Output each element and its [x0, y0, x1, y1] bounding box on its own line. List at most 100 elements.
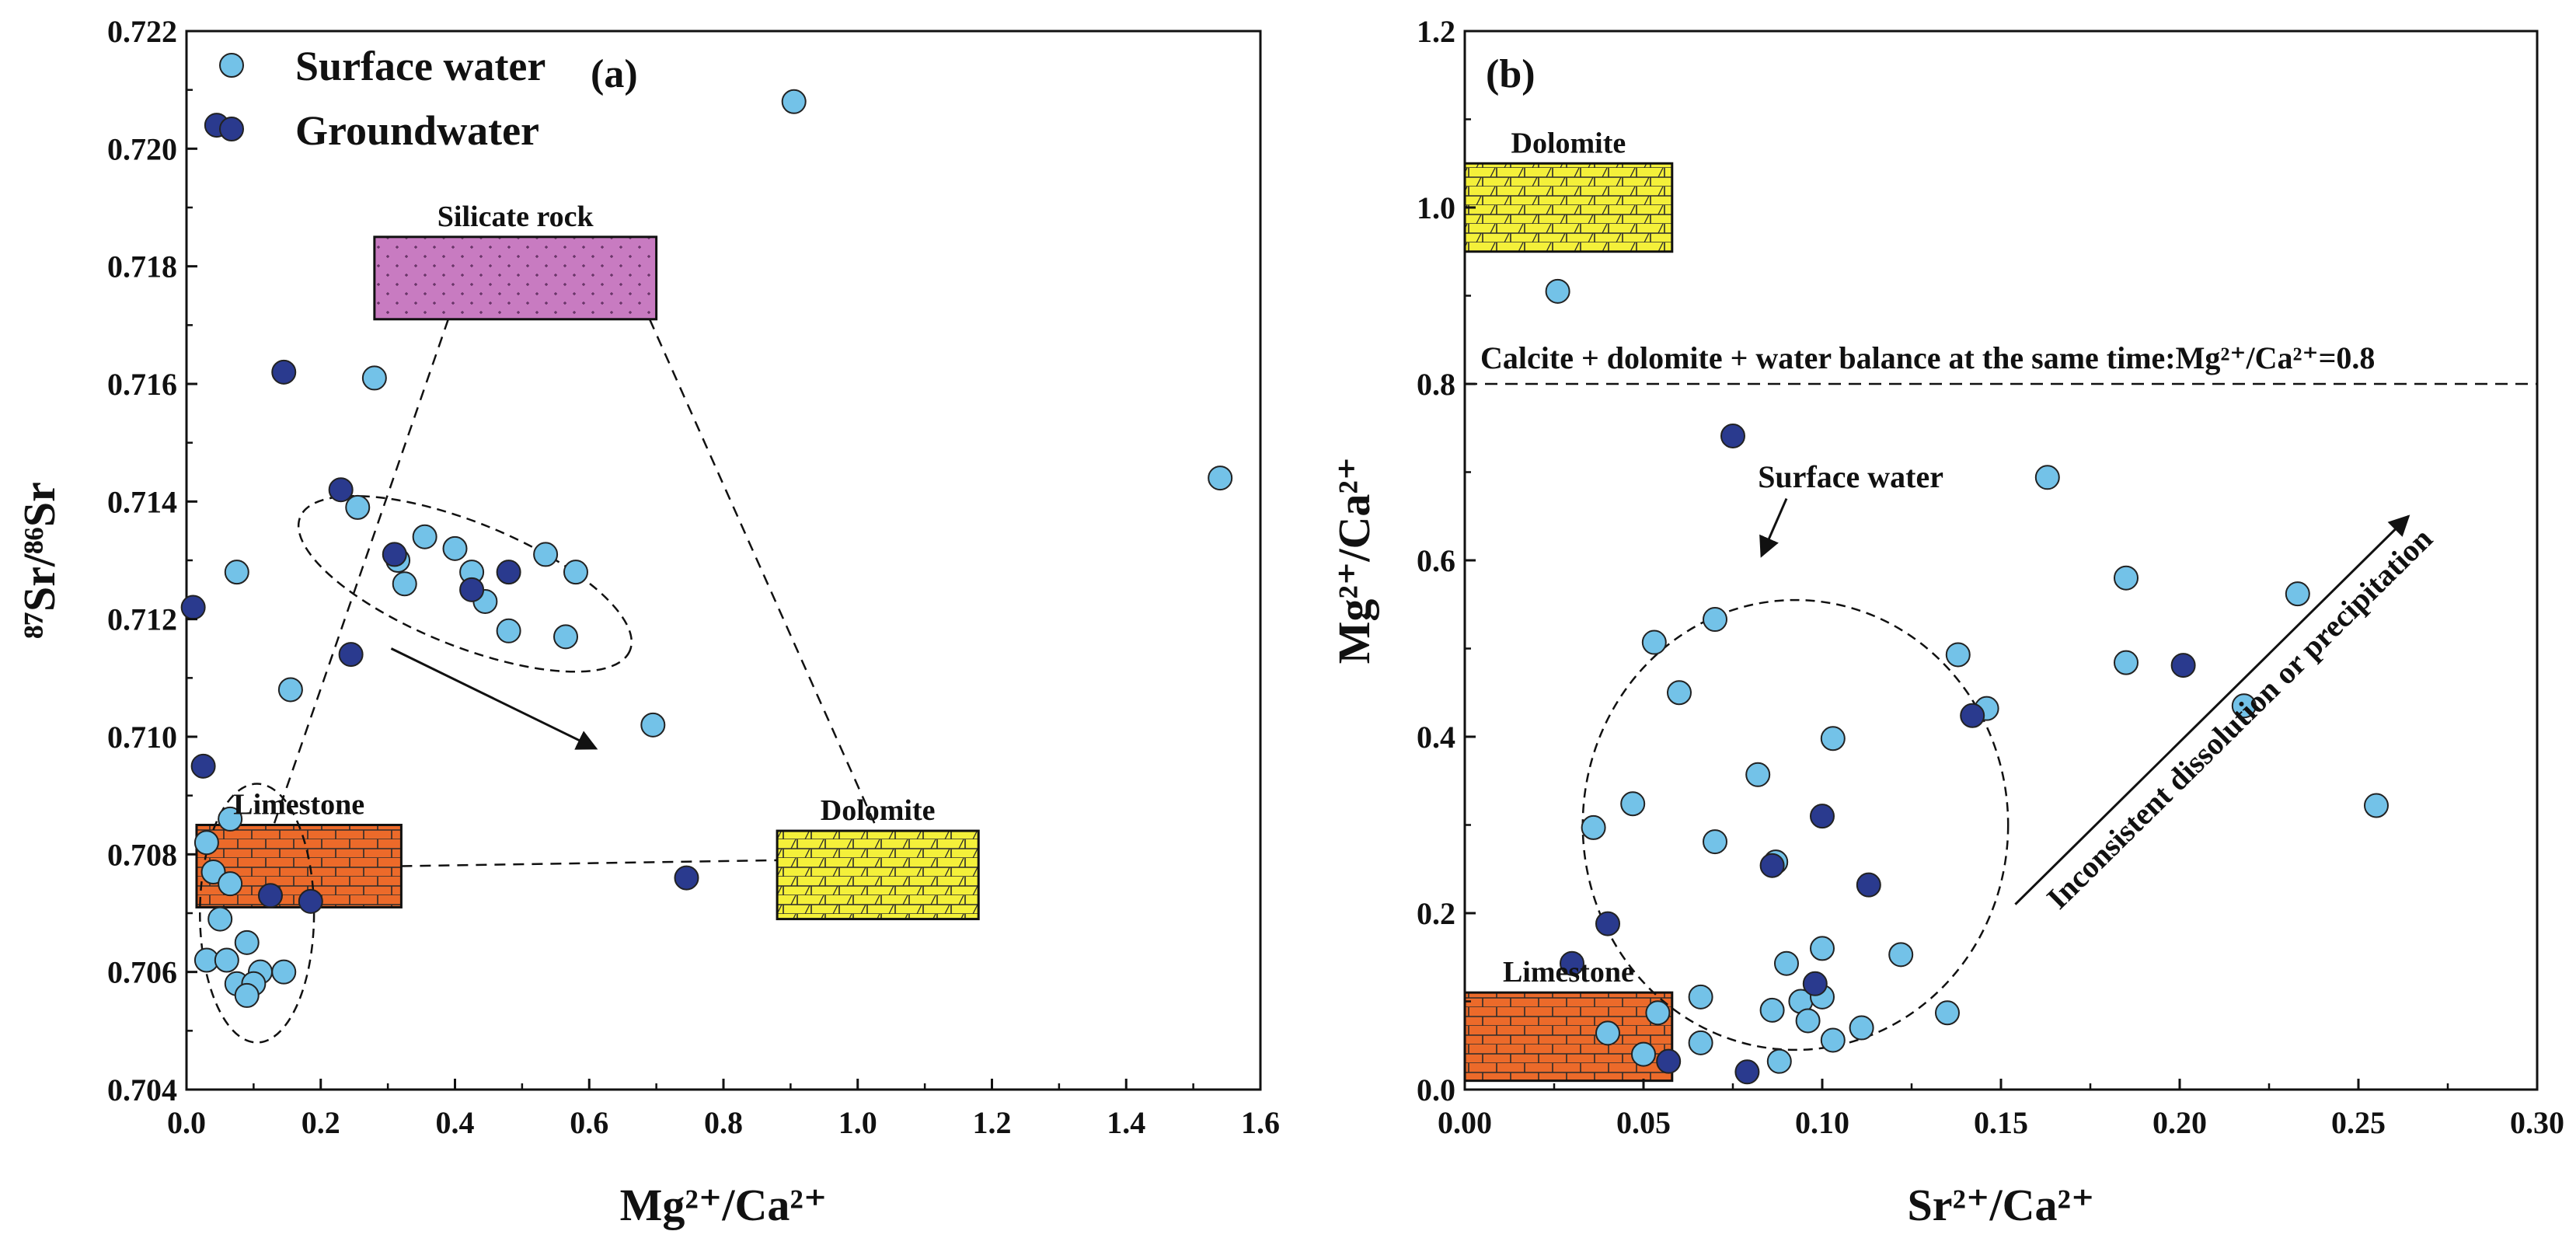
panel-a-lines: [199, 319, 879, 1044]
surface-water-point: [1820, 726, 1846, 752]
y-tick-label: 0.0: [1417, 1072, 1455, 1107]
x-tick-label: 0.2: [302, 1105, 340, 1140]
panel-a-frame: [185, 30, 1262, 1091]
limestone-rock-box: [1463, 991, 1674, 1083]
x-tick-label: 1.6: [1241, 1105, 1280, 1140]
x-tick-label: 0.8: [704, 1105, 743, 1140]
dissolution-label: Inconsistent dissolution or precipitatio…: [2040, 521, 2439, 915]
dolomite-rock-label: Dolomite: [1511, 127, 1626, 159]
x-tick-label: 0.20: [2152, 1105, 2207, 1140]
surface-water-point: [1688, 984, 1713, 1010]
legend-ground-marker: [219, 117, 244, 141]
surface-water-point: [2034, 465, 2060, 490]
surface-water-point: [277, 677, 303, 703]
groundwater-point: [1560, 950, 1584, 976]
surface-water-point: [1645, 1000, 1671, 1026]
surface-water-point: [1688, 1030, 1713, 1055]
y-tick-label: 0.706: [107, 955, 177, 990]
trend-arrow: [390, 647, 598, 750]
groundwater-point: [338, 642, 364, 668]
surface-water-arrow: [1759, 497, 1788, 558]
x-tick-label: 0.15: [1974, 1105, 2028, 1140]
y-tick-label: 0.6: [1417, 543, 1455, 578]
surface-water-point: [1703, 829, 1727, 855]
x-tick-label: 0.4: [436, 1105, 475, 1140]
surface-water-point: [533, 542, 559, 567]
panel-b-points: [1545, 278, 2389, 1085]
dolomite-rock-label: Dolomite: [821, 794, 936, 827]
x-tick-label: 0.10: [1795, 1105, 1849, 1140]
groundwater-point: [298, 888, 323, 914]
x-tick-label: 0.00: [1438, 1105, 1492, 1140]
groundwater-point: [2170, 653, 2196, 678]
surface-water-point: [1581, 814, 1606, 840]
panel-a-labels: Silicate rock Limestone Dolomite: [233, 201, 935, 827]
x-tick-label: 1.2: [973, 1105, 1012, 1140]
surface-water-point: [1935, 1000, 1960, 1026]
legend-surface-label: Surface water: [295, 43, 546, 89]
surface-water-point: [2364, 793, 2389, 818]
mixing-line: [273, 319, 450, 825]
y-tick-label: 0.2: [1417, 896, 1455, 931]
y-tick-label: 0.722: [107, 14, 177, 49]
groundwater-point: [1960, 703, 1985, 728]
surface-water-point: [640, 712, 666, 738]
surface-water-point: [412, 524, 437, 549]
y-tick-label: 0.716: [107, 367, 177, 402]
surface-water-point: [1820, 1027, 1846, 1053]
legend: Surface water Groundwater: [219, 43, 546, 154]
surface-water-point: [442, 535, 468, 561]
panel-b-regions: [1463, 162, 1674, 1083]
limestone-rock-label: Limestone: [1503, 956, 1634, 989]
surface-water-point: [361, 365, 387, 391]
panel-a-y-axis-title: ⁸⁷Sr/⁸⁶Sr: [14, 482, 64, 639]
surface-water-point: [1641, 629, 1667, 655]
x-tick-label: 0.05: [1616, 1105, 1671, 1140]
panel-b-y-axis-title: Mg²⁺/Ca²⁺: [1329, 457, 1379, 664]
surface-water-point: [1945, 642, 1971, 668]
surface-water-point: [224, 560, 249, 585]
surface-water-point: [1595, 1020, 1620, 1046]
surface-water-point: [271, 959, 297, 985]
surface-water-point: [1545, 278, 1570, 304]
surface-water-point: [234, 982, 260, 1008]
x-tick-label: 0.25: [2331, 1105, 2386, 1140]
dissolution-arrow: [2014, 514, 2410, 905]
groundwater-point: [180, 595, 206, 620]
dolomite-rock-box: [776, 829, 980, 921]
groundwater-point: [674, 865, 699, 891]
panel-a: Silicate rock Limestone Dolomite 0.0 0.2 0.4…: [14, 14, 1280, 1230]
y-tick-label: 0.714: [107, 484, 177, 519]
group-ellipse: [1581, 598, 2010, 1051]
panel-a-ticks: 0.0 0.2 0.4 0.6 0.8 1.0 1.2 1.4 1.6 0.704 0.706 0.7…: [107, 14, 1280, 1140]
surface-water-point: [2231, 693, 2257, 719]
groundwater-point: [1810, 804, 1835, 829]
panel-b-ticks: 0.00 0.05 0.10 0.15 0.20 0.25 0.30 0.0 0.2 0.4 0.6…: [1417, 14, 2564, 1140]
y-tick-label: 0.712: [107, 602, 177, 637]
y-tick-label: 1.2: [1417, 14, 1455, 49]
groundwater-point: [1734, 1059, 1760, 1085]
panel-a-x-axis-title: Mg²⁺/Ca²⁺: [620, 1180, 828, 1230]
limestone-rock-label: Limestone: [233, 789, 364, 821]
x-tick-label: 0.30: [2510, 1105, 2564, 1140]
surface-water-point: [1631, 1041, 1656, 1067]
y-tick-label: 0.718: [107, 249, 177, 284]
y-tick-label: 0.720: [107, 131, 177, 166]
surface-water-point: [218, 806, 243, 832]
surface-water-point: [200, 860, 226, 885]
groundwater-point: [382, 542, 407, 567]
panel-b-lines: [1465, 382, 2537, 1051]
y-tick-label: 0.704: [107, 1072, 177, 1107]
y-tick-label: 1.0: [1417, 190, 1455, 225]
balance-line-label: Calcite + dolomite + water balance at th…: [1480, 340, 2375, 375]
panel-b: Dolomite Limestone Calcite + dolomite + wa…: [1329, 14, 2564, 1230]
x-tick-label: 1.0: [838, 1105, 877, 1140]
surface-water-point: [193, 830, 219, 856]
groundwater-point: [1856, 872, 1881, 898]
surface-water-point: [1774, 950, 1799, 976]
legend-surface-marker: [219, 53, 244, 78]
surface-water-point: [1620, 791, 1646, 817]
surface-water-point: [214, 947, 239, 973]
mixing-line: [401, 859, 778, 867]
